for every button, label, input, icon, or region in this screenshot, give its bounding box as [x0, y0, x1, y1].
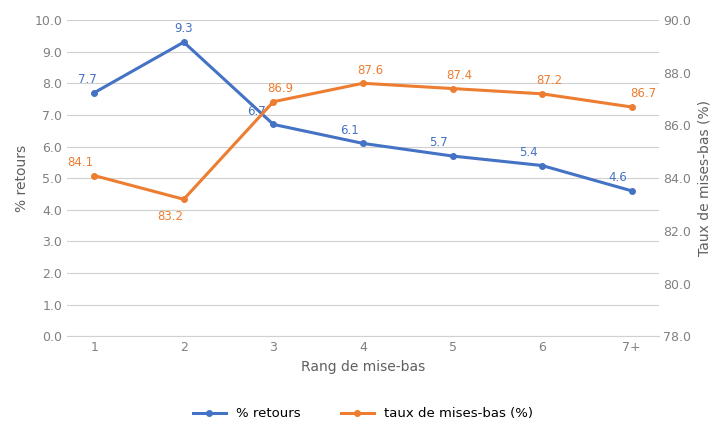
Text: 5.7: 5.7 — [429, 137, 448, 149]
% retours — [538, 163, 547, 168]
Text: 9.3: 9.3 — [174, 22, 193, 35]
taux de mises-bas (%) — [269, 99, 278, 104]
% retours — [448, 153, 457, 159]
Y-axis label: % retours: % retours — [15, 145, 29, 212]
Text: 87.4: 87.4 — [446, 69, 473, 82]
taux de mises-bas (%) — [627, 105, 636, 110]
Y-axis label: Taux de mises-bas (%): Taux de mises-bas (%) — [697, 100, 711, 256]
% retours — [179, 40, 188, 45]
Text: 86.7: 86.7 — [629, 87, 656, 100]
Text: 4.6: 4.6 — [608, 171, 627, 184]
Legend: % retours, taux de mises-bas (%): % retours, taux de mises-bas (%) — [187, 402, 539, 426]
taux de mises-bas (%) — [359, 81, 367, 86]
Text: 86.9: 86.9 — [267, 82, 293, 95]
X-axis label: Rang de mise-bas: Rang de mise-bas — [301, 360, 425, 374]
Text: 87.2: 87.2 — [536, 74, 562, 87]
Text: 5.4: 5.4 — [519, 146, 537, 159]
% retours — [269, 122, 278, 127]
Text: 6.1: 6.1 — [340, 124, 359, 137]
Text: 83.2: 83.2 — [157, 210, 183, 223]
taux de mises-bas (%) — [538, 91, 547, 96]
Text: 6.7: 6.7 — [248, 105, 266, 118]
taux de mises-bas (%) — [448, 86, 457, 91]
Text: 87.6: 87.6 — [356, 64, 383, 76]
Line: taux de mises-bas (%): taux de mises-bas (%) — [91, 80, 635, 202]
Text: 7.7: 7.7 — [78, 73, 97, 86]
% retours — [627, 188, 636, 194]
Line: % retours: % retours — [91, 39, 635, 194]
Text: 84.1: 84.1 — [68, 156, 94, 169]
% retours — [90, 90, 99, 95]
taux de mises-bas (%) — [179, 197, 188, 202]
% retours — [359, 141, 367, 146]
taux de mises-bas (%) — [90, 173, 99, 178]
